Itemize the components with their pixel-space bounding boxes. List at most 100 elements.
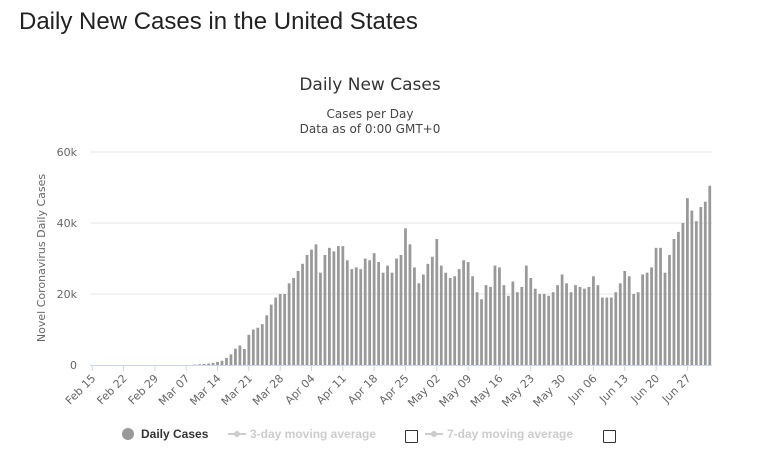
bar[interactable] [426, 263, 430, 365]
bar[interactable] [542, 294, 546, 365]
bar[interactable] [466, 262, 470, 365]
bar[interactable] [310, 249, 313, 366]
bar[interactable] [694, 221, 698, 365]
bar[interactable] [417, 283, 421, 365]
bar[interactable] [229, 354, 233, 365]
bar[interactable] [623, 270, 627, 365]
bar[interactable] [296, 270, 300, 365]
bar[interactable] [578, 286, 582, 365]
bar[interactable] [672, 238, 676, 365]
bar[interactable] [484, 285, 488, 366]
bar[interactable] [596, 285, 600, 366]
bar[interactable] [618, 283, 622, 365]
bar[interactable] [225, 357, 228, 365]
bar[interactable] [569, 292, 573, 365]
bar[interactable] [278, 294, 282, 365]
bar[interactable] [314, 244, 318, 365]
bar[interactable] [390, 272, 394, 365]
bar[interactable] [538, 294, 542, 365]
bar[interactable] [489, 286, 492, 365]
bar[interactable] [198, 364, 202, 365]
bar[interactable] [319, 272, 322, 365]
bar[interactable] [269, 304, 273, 365]
bar[interactable] [435, 238, 439, 365]
legend-daily-cases[interactable]: Daily Cases [119, 427, 208, 441]
bar[interactable] [677, 231, 680, 366]
bar[interactable] [265, 315, 269, 365]
bar[interactable] [359, 269, 363, 365]
bar[interactable] [493, 265, 497, 365]
bar[interactable] [413, 267, 416, 366]
bar[interactable] [372, 253, 376, 365]
bar[interactable] [614, 292, 618, 365]
bar[interactable] [475, 292, 479, 365]
bar[interactable] [699, 207, 703, 365]
bar[interactable] [256, 327, 260, 365]
bar[interactable] [565, 283, 568, 365]
bar[interactable] [650, 267, 653, 366]
bar[interactable] [305, 254, 309, 365]
bar[interactable] [430, 256, 434, 365]
bar[interactable] [547, 295, 551, 365]
bar[interactable] [583, 288, 586, 365]
bar[interactable] [234, 348, 237, 365]
bar[interactable] [421, 274, 425, 365]
bar[interactable] [336, 246, 340, 365]
bar[interactable] [211, 362, 215, 365]
bar[interactable] [654, 247, 658, 365]
bar[interactable] [444, 272, 448, 365]
bar[interactable] [238, 345, 242, 365]
bar[interactable] [659, 247, 662, 365]
bar[interactable] [251, 329, 255, 366]
bar[interactable] [368, 260, 372, 365]
bar[interactable] [274, 297, 278, 365]
checkbox-3-day-average[interactable] [405, 430, 418, 443]
bar[interactable] [471, 276, 474, 365]
bar[interactable] [350, 269, 354, 365]
bar[interactable] [462, 260, 466, 365]
bar[interactable] [345, 260, 349, 365]
bar[interactable] [283, 294, 287, 365]
bar[interactable] [587, 286, 591, 365]
bar[interactable] [439, 265, 443, 365]
bar[interactable] [354, 267, 358, 366]
bar[interactable] [377, 262, 381, 365]
bar[interactable] [551, 292, 555, 365]
bar[interactable] [524, 265, 528, 365]
bar[interactable] [247, 334, 251, 365]
bar[interactable] [301, 263, 304, 365]
bar[interactable] [592, 276, 595, 365]
legend-7-day-average[interactable]: 7-day moving average [425, 427, 573, 441]
bar[interactable] [260, 324, 264, 365]
bar[interactable] [457, 269, 461, 365]
bar[interactable] [600, 297, 604, 365]
bar[interactable] [287, 283, 291, 365]
bar[interactable] [363, 258, 367, 366]
bar[interactable] [681, 223, 685, 365]
bar[interactable] [663, 272, 667, 365]
bar[interactable] [480, 299, 483, 365]
bar[interactable] [220, 360, 224, 365]
bar[interactable] [515, 292, 519, 365]
bar[interactable] [381, 272, 385, 365]
bar[interactable] [560, 274, 564, 365]
bar[interactable] [686, 198, 689, 365]
bar[interactable] [193, 364, 197, 366]
bar[interactable] [399, 254, 403, 365]
bar[interactable] [448, 278, 452, 365]
bar[interactable] [574, 285, 577, 366]
bar[interactable] [507, 295, 510, 365]
bar[interactable] [202, 363, 206, 365]
bar[interactable] [332, 251, 336, 365]
bar[interactable] [641, 274, 645, 365]
bar[interactable] [520, 286, 524, 365]
bar[interactable] [533, 288, 537, 365]
bar[interactable] [668, 254, 671, 365]
bar[interactable] [408, 244, 412, 365]
bar[interactable] [708, 185, 712, 365]
bar[interactable] [404, 228, 407, 365]
bar[interactable] [341, 246, 345, 365]
bar[interactable] [605, 297, 609, 365]
bar[interactable] [498, 267, 501, 366]
legend-3-day-average[interactable]: 3-day moving average [228, 427, 376, 441]
